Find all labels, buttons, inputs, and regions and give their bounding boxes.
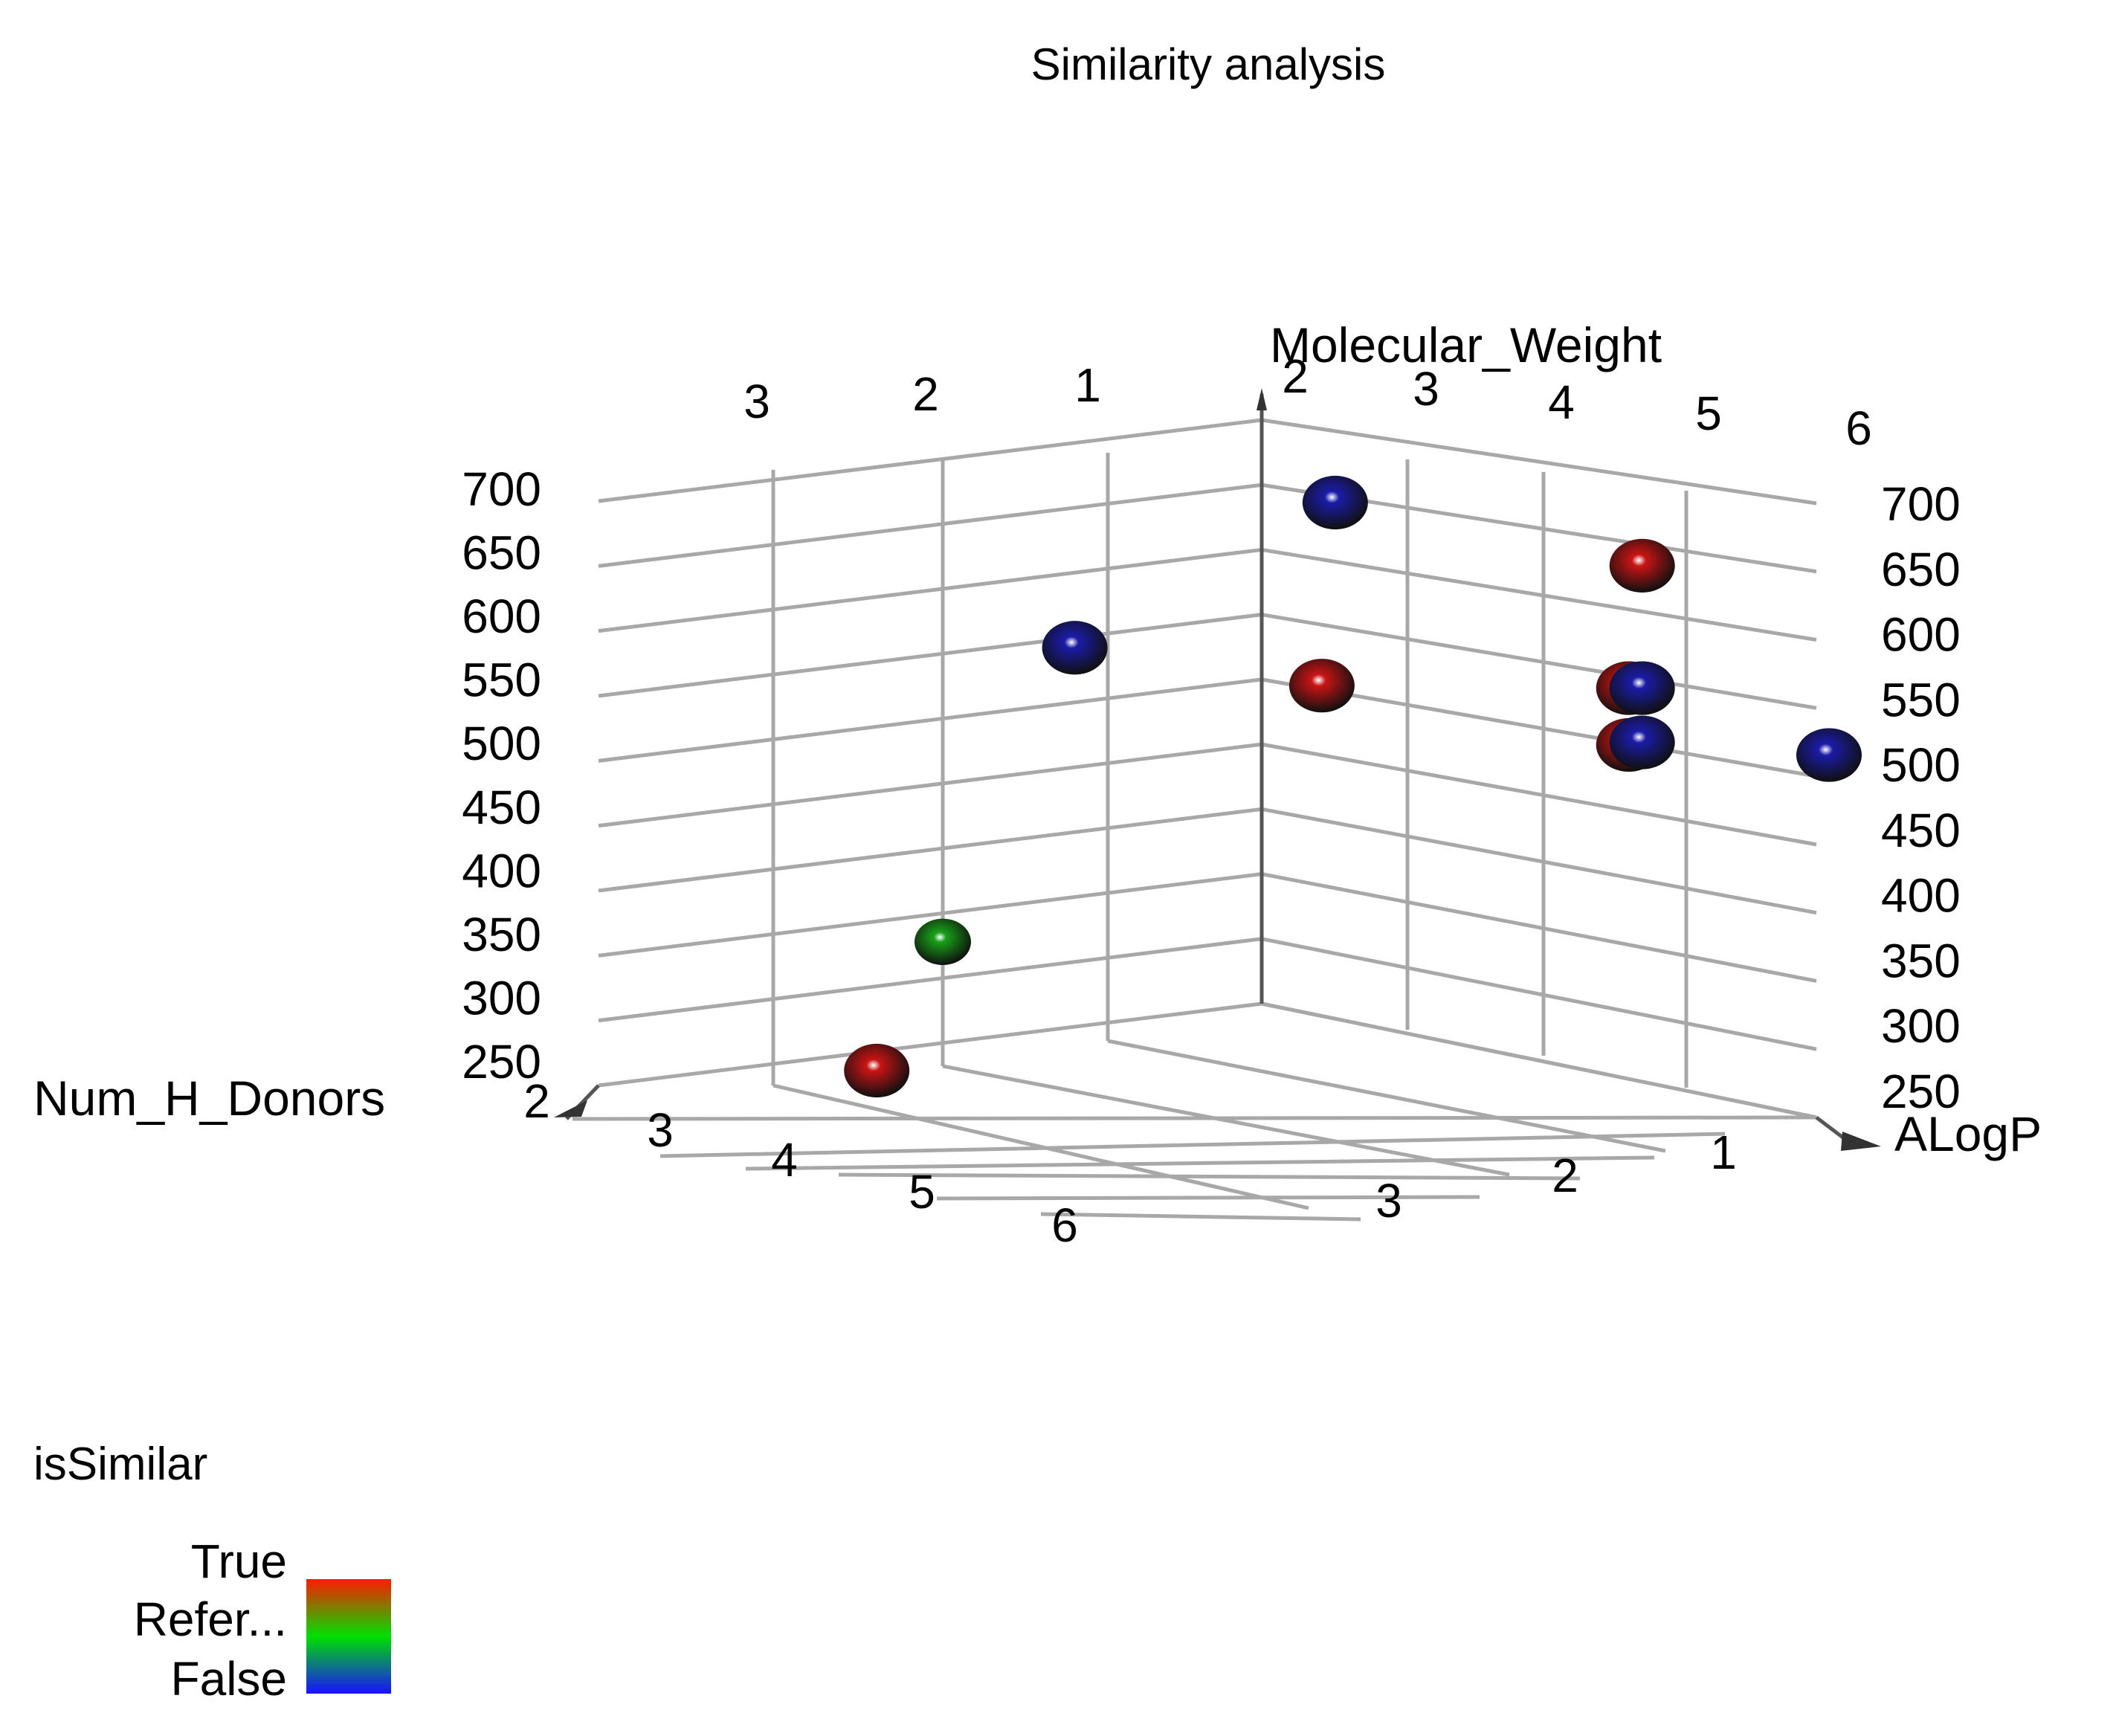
x-axis-arrow (1841, 1132, 1881, 1151)
x-tick-2: 2 (1552, 1149, 1578, 1202)
x-tick-3: 3 (1375, 1174, 1402, 1227)
y-tick-2: 2 (523, 1074, 550, 1128)
legend-color-bar (306, 1579, 391, 1694)
point-true-1 (1609, 538, 1675, 593)
point-false-8 (1796, 728, 1862, 782)
grid-line-left-400 (598, 807, 1262, 893)
legend: isSimilar True Refer... False (33, 1439, 391, 1706)
z-tick-right-300: 300 (1881, 999, 1961, 1053)
z-tick-right-550: 550 (1881, 673, 1961, 726)
grid-line-right-450 (1261, 742, 1817, 847)
grid-line-right-550 (1261, 613, 1817, 710)
z-tick-left-650: 650 (462, 526, 541, 580)
back-left-tick-2: 2 (912, 367, 939, 421)
grid-line-left-700 (598, 418, 1262, 503)
data-points (844, 475, 1862, 1098)
z-tick-right-500: 500 (1881, 738, 1961, 792)
grid-floor-b-3 (1261, 1001, 1817, 1120)
grid-floor-a-2 (745, 1155, 1655, 1171)
grid-line-left-300 (598, 937, 1262, 1023)
grid-line-left-600 (598, 547, 1262, 633)
axes (554, 388, 1881, 1151)
back-left-tick-1: 1 (1074, 358, 1101, 412)
grid-line-left-250 (598, 1001, 1262, 1088)
y-axis-arrow (554, 1100, 587, 1117)
point-false-5 (1609, 661, 1675, 715)
tick-labels: 250 250 300 300 350 350 400 400 450 450 500 500 550 5… (462, 349, 1961, 1252)
y-tick-5: 5 (909, 1165, 935, 1219)
back-right-tick-5: 5 (1695, 387, 1722, 440)
point-false-0 (1302, 475, 1368, 530)
z-tick-left-300: 300 (462, 971, 541, 1025)
z-axis-label: Molecular_Weight (1270, 317, 1662, 372)
chart-title: Similarity analysis (1031, 39, 1386, 89)
grid-line-right-500 (1261, 677, 1817, 778)
grid-line-left-350 (598, 872, 1262, 958)
z-tick-left-250: 250 (462, 1035, 541, 1088)
grid-line-right-700 (1261, 418, 1817, 506)
back-right-tick-3: 3 (1413, 362, 1439, 416)
grid-floor-b-2 (1107, 1039, 1666, 1153)
point-false-2 (1042, 621, 1108, 675)
legend-entry-true: True (191, 1535, 287, 1588)
grid-floor-b-0 (772, 1083, 1309, 1210)
y-tick-6: 6 (1051, 1198, 1078, 1252)
z-tick-left-600: 600 (462, 590, 541, 643)
z-tick-left-350: 350 (462, 908, 541, 961)
z-tick-left-450: 450 (462, 781, 541, 834)
y-tick-4: 4 (771, 1133, 798, 1187)
point-false-7 (1609, 715, 1675, 769)
x-tick-1: 1 (1710, 1126, 1737, 1179)
point-true-3 (1288, 659, 1355, 713)
x-axis-label: ALogP (1894, 1106, 2042, 1161)
grid-line-right-400 (1261, 807, 1817, 915)
z-tick-left-400: 400 (462, 844, 541, 897)
grid-floor-a-0 (572, 1115, 1817, 1121)
grid-line-right-600 (1261, 547, 1817, 642)
point-reference-9 (915, 918, 971, 965)
back-right-tick-4: 4 (1548, 375, 1575, 429)
legend-entry-reference: Refer... (134, 1593, 287, 1646)
z-tick-left-500: 500 (462, 717, 541, 770)
grid (572, 418, 1817, 1222)
z-tick-right-600: 600 (1881, 608, 1961, 662)
grid-line-left-650 (598, 483, 1262, 568)
legend-entry-false: False (171, 1652, 288, 1706)
grid-line-left-450 (598, 742, 1262, 828)
grid-line-left-550 (598, 613, 1262, 698)
z-axis-arrow (1257, 388, 1267, 410)
z-tick-right-650: 650 (1881, 543, 1961, 596)
back-right-tick-6: 6 (1845, 401, 1872, 455)
z-tick-left-550: 550 (462, 654, 541, 707)
grid-floor-b-1 (942, 1064, 1510, 1177)
grid-floor-a-1 (659, 1132, 1726, 1158)
grid-line-right-350 (1261, 872, 1817, 983)
grid-line-left-500 (598, 677, 1262, 763)
z-tick-right-450: 450 (1881, 804, 1961, 857)
z-tick-right-400: 400 (1881, 869, 1961, 923)
y-tick-3: 3 (647, 1103, 674, 1157)
z-tick-right-350: 350 (1881, 934, 1961, 987)
grid-floor-a-4 (936, 1195, 1480, 1201)
legend-title: isSimilar (33, 1439, 207, 1490)
back-left-tick-3: 3 (743, 375, 770, 428)
grid-floor-a-5 (1040, 1212, 1361, 1222)
point-true-10 (844, 1043, 910, 1098)
back-right-tick-2: 2 (1282, 349, 1309, 403)
grid-line-right-300 (1261, 937, 1817, 1051)
z-tick-left-700: 700 (462, 462, 541, 516)
grid-floor-a-3 (838, 1172, 1581, 1181)
z-tick-right-250: 250 (1881, 1065, 1961, 1118)
z-tick-right-700: 700 (1881, 477, 1961, 531)
y-axis-label: Num_H_Donors (33, 1071, 385, 1126)
